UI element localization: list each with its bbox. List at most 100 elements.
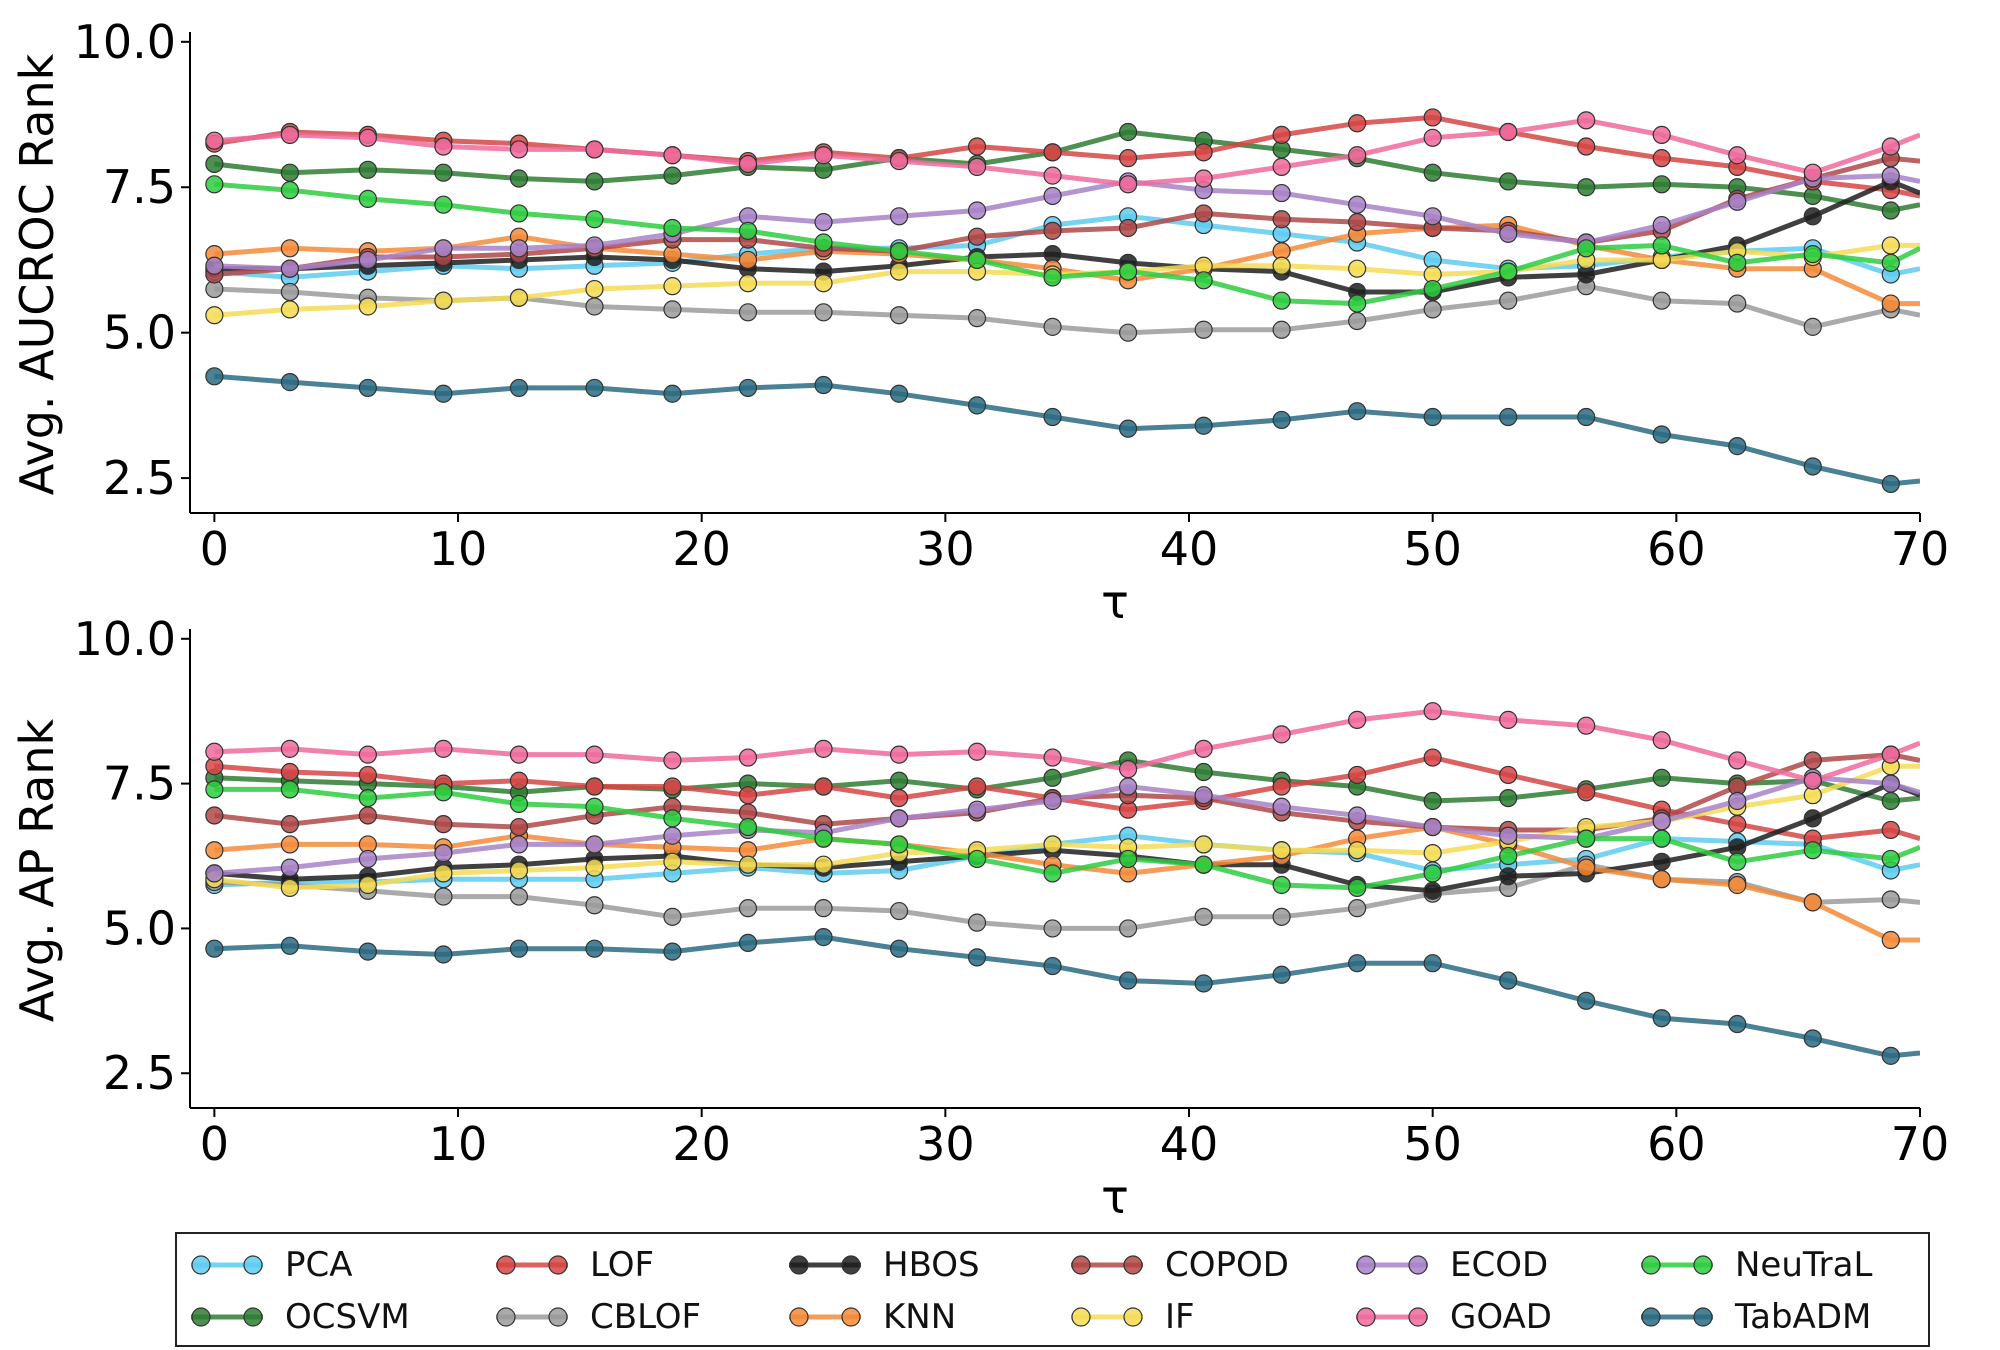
point-cblof-4 [509,887,529,906]
x-tick-label: 60 [1647,1117,1706,1171]
point-neutral-22 [1881,253,1900,272]
series-line-goad [214,708,1920,784]
x-tick-label: 10 [429,522,488,576]
point-tabadm-19 [1652,425,1671,444]
point-neutral-0 [205,780,224,799]
point-copod-15 [1348,213,1367,232]
legend-label: GOAD [1450,1297,1552,1337]
point-goad-15 [1348,710,1367,729]
point-ocsvm-18 [1577,178,1596,197]
point-tabadm-3 [434,945,453,964]
point-cblof-15 [1348,899,1367,918]
series-line-ocsvm [214,757,1920,804]
point-tabadm-4 [509,939,529,958]
point-goad-13 [1194,169,1213,188]
legend-swatch-tabadm [1641,1307,1713,1327]
point-neutral-3 [434,783,453,802]
legend-marker [191,1255,211,1275]
point-if-4 [509,861,529,880]
y-tick-label: 2.5 [103,1046,176,1100]
point-neutral-21 [1803,245,1822,264]
series-line-pca [214,833,1920,888]
legend-swatch-if [1071,1307,1143,1327]
point-goad-12 [1118,175,1138,194]
y-tick-label: 10.0 [74,612,176,666]
point-if-5 [585,279,604,299]
point-knn-1 [280,835,300,854]
point-cblof-21 [1803,317,1822,336]
point-neutral-10 [967,849,987,869]
point-tabadm-15 [1348,402,1367,421]
point-ecod-0 [205,256,224,275]
point-ecod-3 [434,239,453,258]
point-copod-12 [1118,218,1138,238]
point-neutral-22 [1881,849,1900,869]
point-ocsvm-3 [434,163,453,182]
point-lof-13 [1194,143,1213,162]
point-goad-17 [1499,710,1518,729]
point-cblof-12 [1118,919,1138,938]
point-goad-6 [663,751,682,770]
point-goad-12 [1118,760,1138,779]
point-cblof-10 [967,913,987,932]
point-lof-15 [1348,765,1367,785]
legend-item-ecod: ECOD [1352,1240,1548,1290]
series-line-lof [214,114,1920,199]
x-tick-label: 30 [916,1117,975,1171]
point-cblof-5 [585,896,604,915]
point-ecod-8 [814,213,833,232]
point-neutral-1 [280,780,300,799]
point-lof-22 [1881,820,1900,840]
point-goad-14 [1272,725,1291,744]
point-ocsvm-12 [1118,122,1138,142]
point-ecod-12 [1118,777,1138,796]
point-cblof-13 [1194,907,1213,926]
series-line-ecod [214,173,1920,272]
y-axis-label: Avg. AP Rank [10,719,64,1023]
x-tick-label: 70 [1891,522,1950,576]
point-copod-1 [280,815,300,834]
point-tabadm-8 [814,375,833,395]
point-tabadm-11 [1043,407,1062,427]
legend-marker [496,1307,516,1327]
point-if-14 [1272,841,1291,860]
point-neutral-13 [1194,855,1213,874]
x-tick-label: 30 [916,522,975,576]
legend-swatch-ocsvm [191,1307,263,1327]
point-knn-18 [1577,858,1596,877]
series-line-copod [214,752,1920,833]
series-line-hbos [214,781,1920,894]
point-neutral-6 [663,809,682,828]
legend-label: NeuTraL [1735,1245,1873,1285]
point-if-1 [280,878,300,897]
point-cblof-16 [1423,300,1442,319]
point-neutral-10 [967,250,987,270]
point-cblof-8 [814,303,833,322]
point-copod-4 [509,817,529,837]
point-neutral-9 [889,242,909,261]
legend-label: HBOS [883,1245,980,1285]
point-neutral-18 [1577,239,1596,258]
point-goad-11 [1043,748,1062,767]
point-ocsvm-16 [1423,163,1442,182]
point-lof-16 [1423,108,1442,127]
point-ecod-10 [967,201,987,220]
point-lof-12 [1118,149,1138,168]
point-ecod-14 [1272,797,1291,816]
point-neutral-16 [1423,864,1442,883]
point-if-4 [509,288,529,307]
point-goad-8 [814,146,833,165]
y-axis-label: Avg. AUCROC Rank [10,53,64,495]
point-hbos-17 [1499,867,1518,886]
point-copod-3 [434,815,453,834]
x-tick-label: 70 [1891,1117,1950,1171]
point-tabadm-14 [1272,965,1291,984]
legend-marker [841,1255,861,1275]
point-ocsvm-13 [1194,762,1213,782]
point-goad-21 [1803,163,1822,182]
point-copod-21 [1803,751,1822,770]
point-copod-0 [205,806,224,825]
point-ocsvm-6 [663,166,682,185]
point-lof-10 [967,137,987,156]
point-cblof-1 [280,282,300,302]
